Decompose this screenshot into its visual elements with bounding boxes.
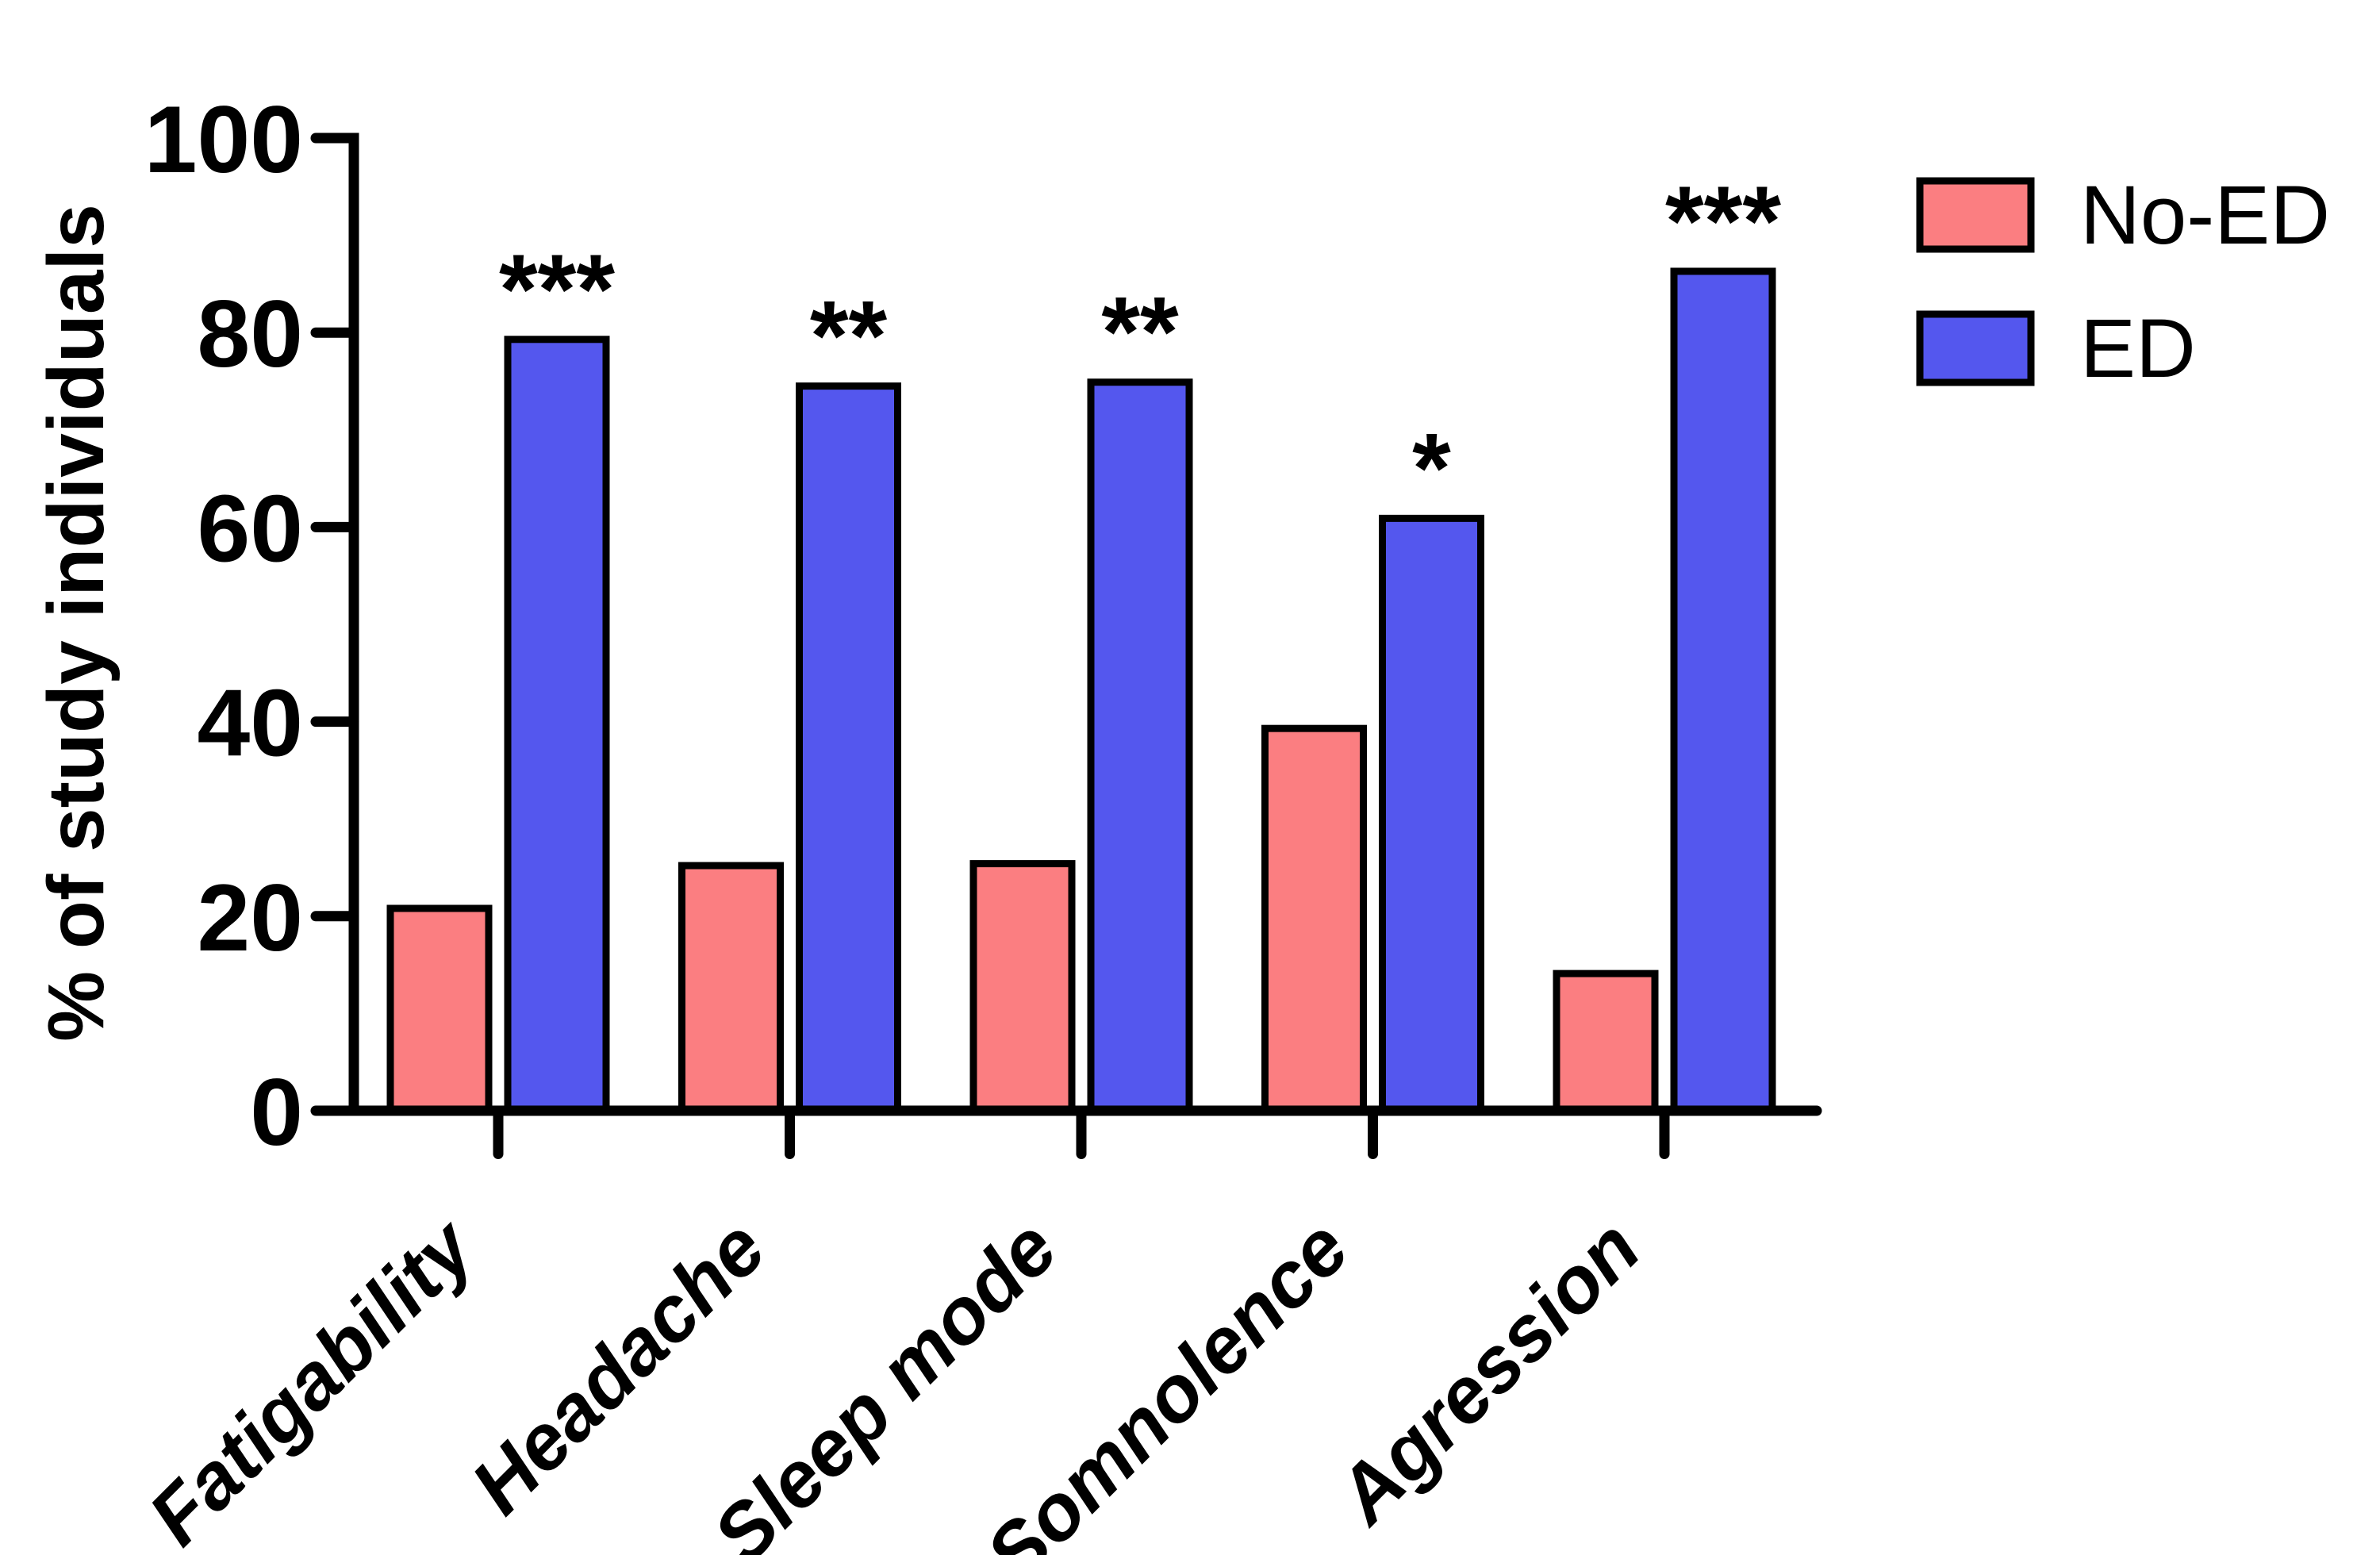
bar-no-ed-fatigability: [386, 904, 493, 1115]
significance-annotations-group: *** ** ******: [499, 167, 1781, 524]
category-label-agression: Agression: [1318, 1203, 1656, 1542]
bars-group: [386, 267, 1776, 1115]
legend-label-ed: ED: [2080, 302, 2196, 395]
significance-fatigability: ***: [499, 235, 615, 345]
y-tick-label-0: 0: [250, 1059, 303, 1165]
y-axis-title: % of study individuals: [32, 204, 121, 1042]
bar-no-ed-somnolence: [1261, 724, 1367, 1115]
legend-swatch-no-ed: [1916, 177, 2035, 253]
significance-somnolence: *: [1412, 413, 1451, 524]
legend-swatch-ed: [1916, 310, 2035, 386]
legend: No-ED ED: [1916, 169, 2330, 395]
bar-ed-fatigability: [504, 336, 610, 1115]
y-tick-label-100: 100: [144, 86, 303, 193]
bar-ed-agression: [1670, 267, 1776, 1115]
y-tick-label-80: 80: [198, 281, 303, 387]
significance-agression: ***: [1665, 167, 1781, 277]
y-tick-label-60: 60: [198, 475, 303, 582]
legend-label-no-ed: No-ED: [2080, 169, 2330, 262]
bar-ed-headache: [796, 382, 901, 1115]
significance-sleep-mode: **: [1101, 278, 1179, 388]
y-tick-label-20: 20: [198, 865, 303, 971]
bar-no-ed-sleep-mode: [969, 860, 1076, 1115]
bar-no-ed-headache: [678, 862, 784, 1115]
axes-group: [310, 132, 1822, 1159]
y-tick-labels-group: 0 20 40 60 80 100: [144, 86, 303, 1165]
bar-ed-somnolence: [1379, 514, 1484, 1115]
bar-ed-sleep-mode: [1087, 378, 1193, 1115]
bar-no-ed-agression: [1553, 969, 1659, 1115]
category-label-fatigability: Fatigability: [132, 1200, 493, 1555]
significance-headache: **: [810, 282, 888, 392]
y-tick-label-40: 40: [198, 670, 303, 777]
